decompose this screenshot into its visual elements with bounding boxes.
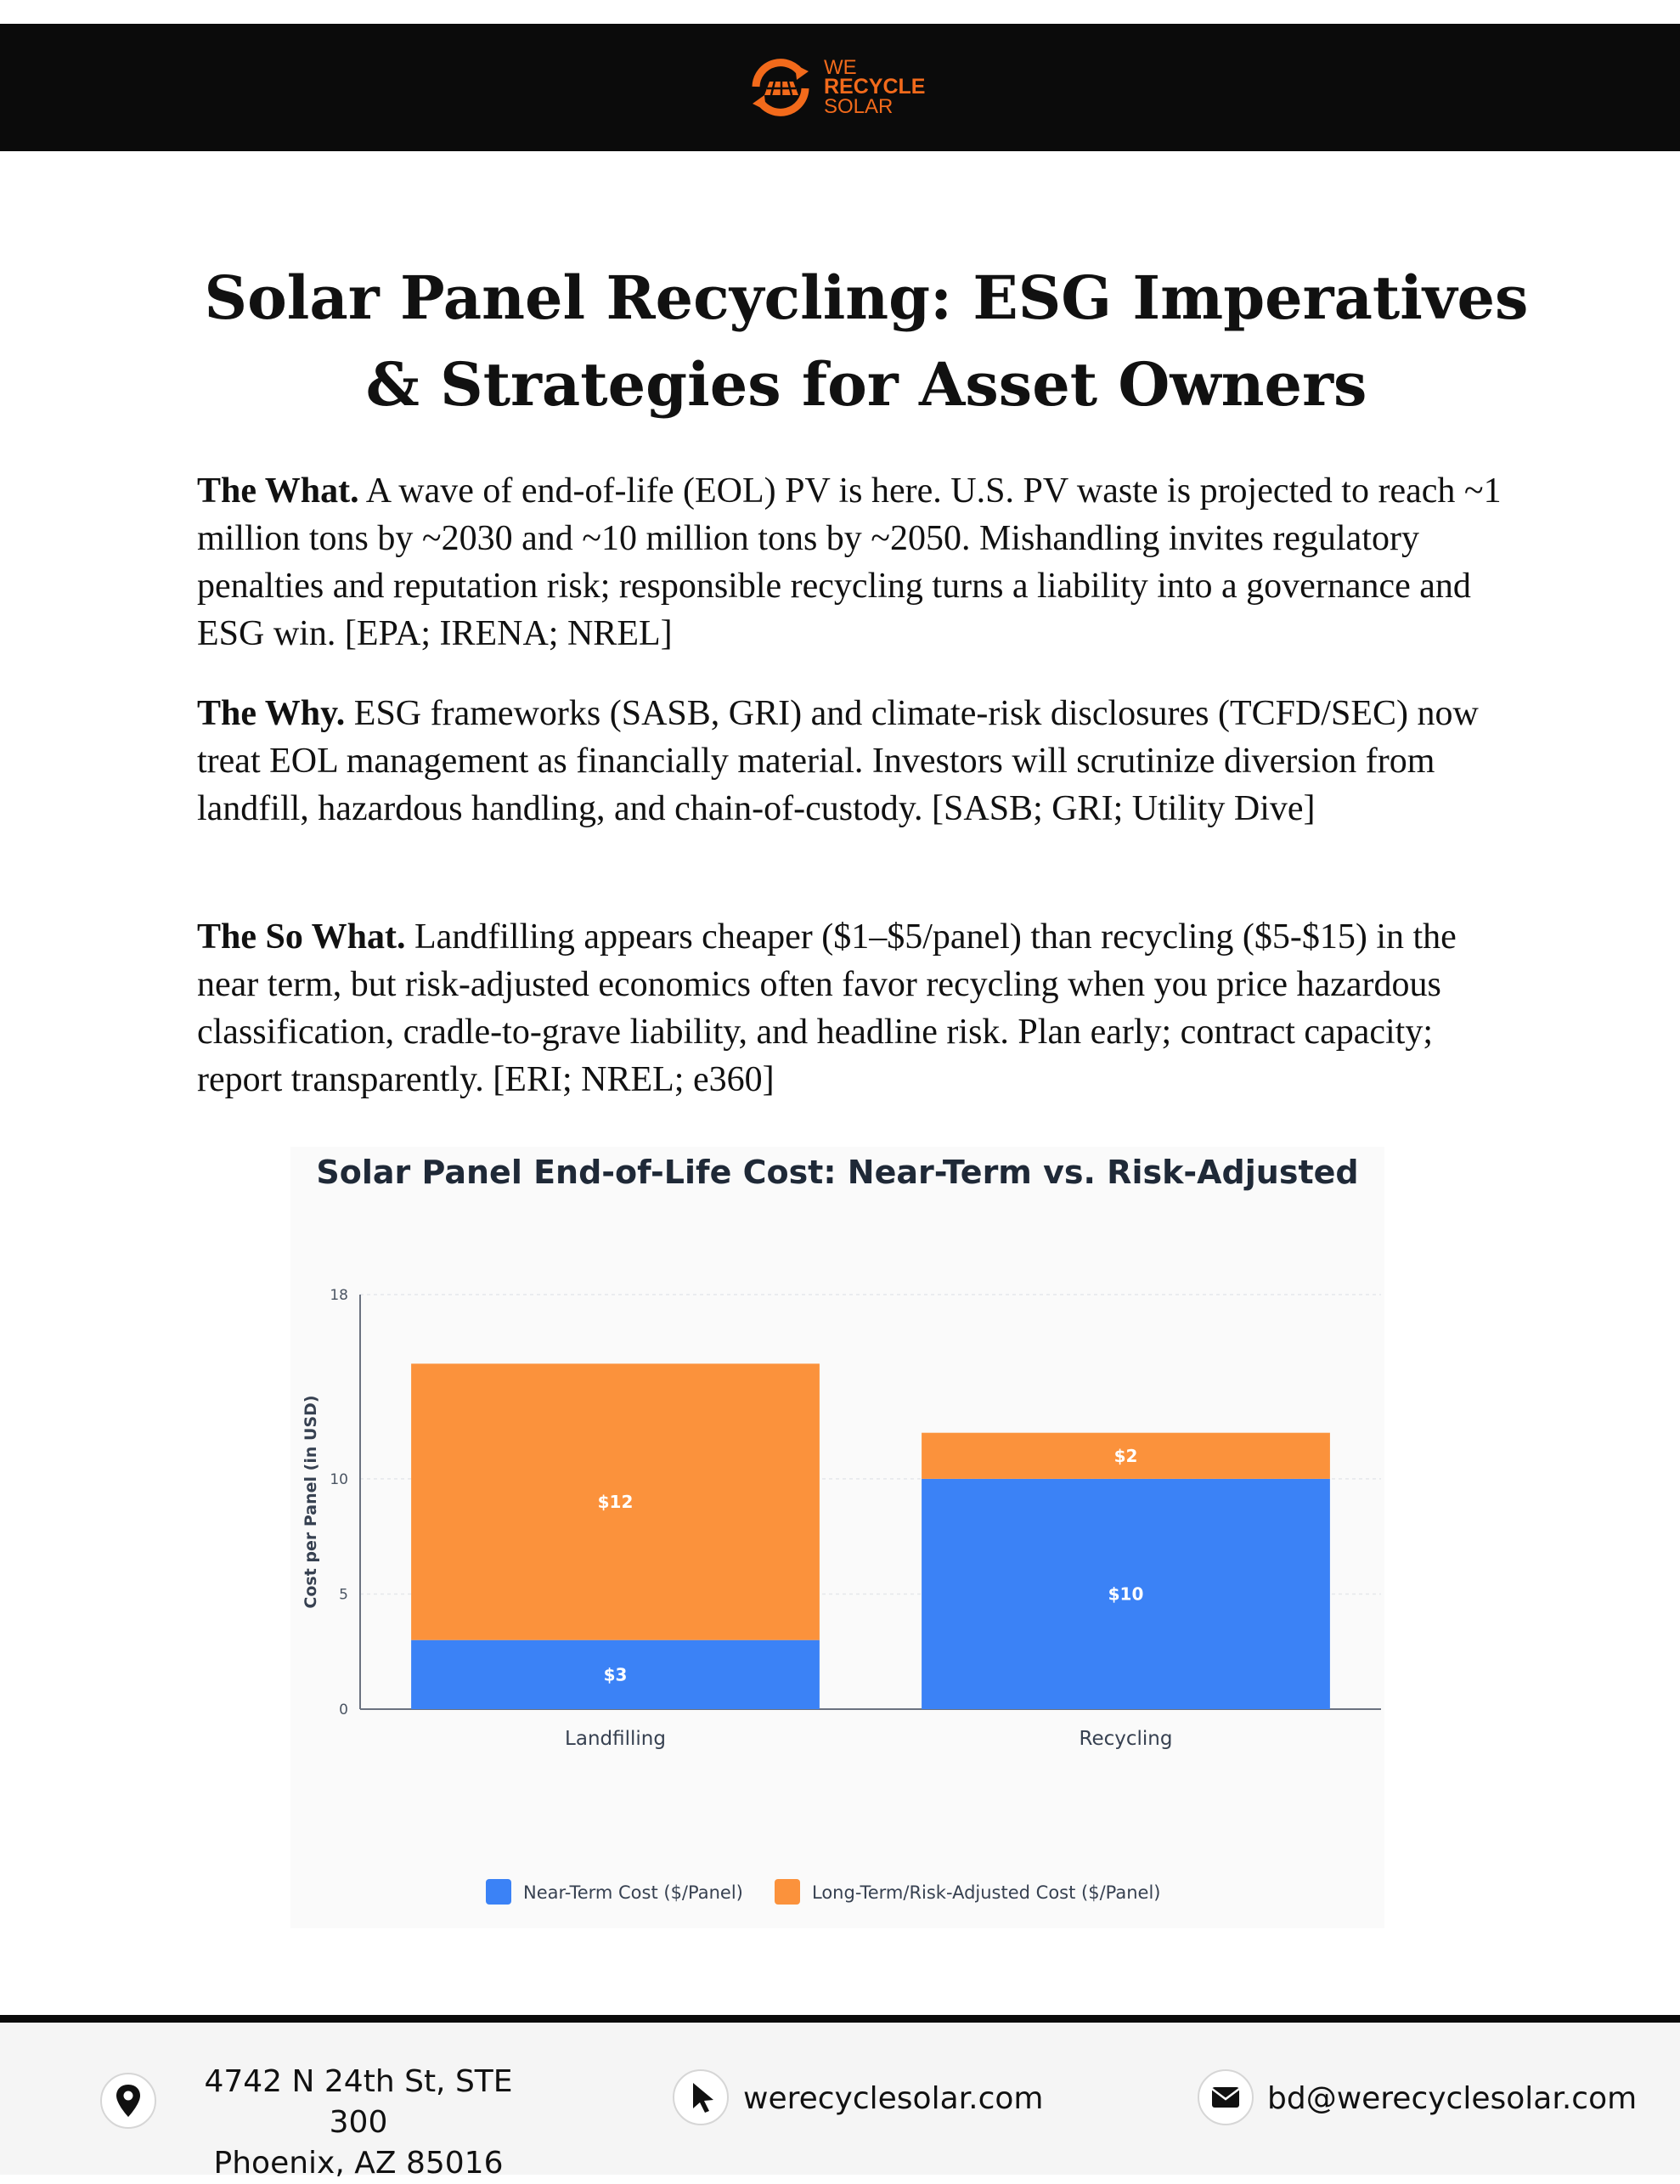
chart-plot: 0 5 10 18 Cost per Panel (in USD) $3 $12 Landfi… [302, 1287, 1381, 1905]
footer: 4742 N 24th St, STE 300 Phoenix, AZ 8501… [0, 2023, 1680, 2181]
bar-data-label: $2 [1114, 1446, 1138, 1466]
bar-near-term [411, 1639, 820, 1709]
y-axis-label: Cost per Panel (in USD) [302, 1395, 320, 1608]
legend-swatch [775, 1879, 800, 1905]
footer-email-link[interactable]: bd@werecyclesolar.com [1267, 2081, 1638, 2116]
bar-near-term [922, 1478, 1330, 1709]
legend-swatch [486, 1879, 511, 1905]
page-title: Solar Panel Recycling: ESG Imperatives &… [204, 262, 1529, 420]
bar-risk-adjusted [922, 1432, 1330, 1479]
logo-line-1: WE [824, 56, 857, 79]
bar-data-label: $3 [604, 1664, 628, 1685]
y-tick-label: 18 [330, 1287, 348, 1304]
envelope-icon [1198, 2069, 1254, 2125]
solar-recycle-logo-icon [752, 59, 809, 116]
section-body: ESG frameworks (SASB, GRI) and climate-r… [197, 694, 1479, 828]
legend-label: Long-Term/Risk-Adjusted Cost ($/Panel) [812, 1882, 1161, 1903]
footer-address: 4742 N 24th St, STE 300 Phoenix, AZ 8501… [180, 2062, 537, 2184]
legend-label: Near-Term Cost ($/Panel) [523, 1882, 743, 1903]
section-heading: The So What. [197, 917, 406, 957]
header-bar [0, 24, 1680, 151]
section-so-what: The So What. Landfilling appears cheaper… [197, 913, 1505, 1103]
section-body: A wave of end-of-life (EOL) PV is here. … [197, 471, 1502, 653]
section-heading: The Why. [197, 694, 346, 733]
x-tick-label: Recycling [1080, 1728, 1173, 1750]
logo: WE RECYCLE SOLAR [746, 53, 933, 122]
logo-line-3: SOLAR [824, 95, 894, 118]
bar-risk-adjusted [411, 1363, 820, 1640]
location-pin-icon [100, 2073, 156, 2129]
address-line-2: Phoenix, AZ 85016 [213, 2146, 504, 2181]
y-tick-label: 10 [330, 1471, 348, 1488]
x-tick-label: Landfilling [565, 1728, 666, 1750]
section-body: Landfilling appears cheaper ($1–$5/panel… [197, 917, 1457, 1099]
bar-data-label: $12 [598, 1492, 634, 1512]
cost-chart: Solar Panel End-of-Life Cost: Near-Term … [290, 1147, 1384, 1928]
logo-wordmark: WE RECYCLE SOLAR [824, 56, 926, 118]
address-line-1: 4742 N 24th St, STE 300 [204, 2064, 513, 2140]
footer-divider [0, 2015, 1680, 2023]
logo-line-2: RECYCLE [824, 75, 926, 99]
section-why: The Why. ESG frameworks (SASB, GRI) and … [197, 690, 1505, 832]
cursor-arrow-icon [673, 2069, 729, 2125]
footer-website-link[interactable]: werecyclesolar.com [743, 2081, 1044, 2116]
y-tick-label: 5 [339, 1586, 348, 1603]
y-tick-label: 0 [339, 1701, 348, 1718]
bar-data-label: $10 [1108, 1583, 1144, 1604]
section-what: The What. A wave of end-of-life (EOL) PV… [197, 467, 1505, 657]
chart-title: Solar Panel End-of-Life Cost: Near-Term … [316, 1154, 1359, 1191]
section-heading: The What. [197, 471, 359, 511]
